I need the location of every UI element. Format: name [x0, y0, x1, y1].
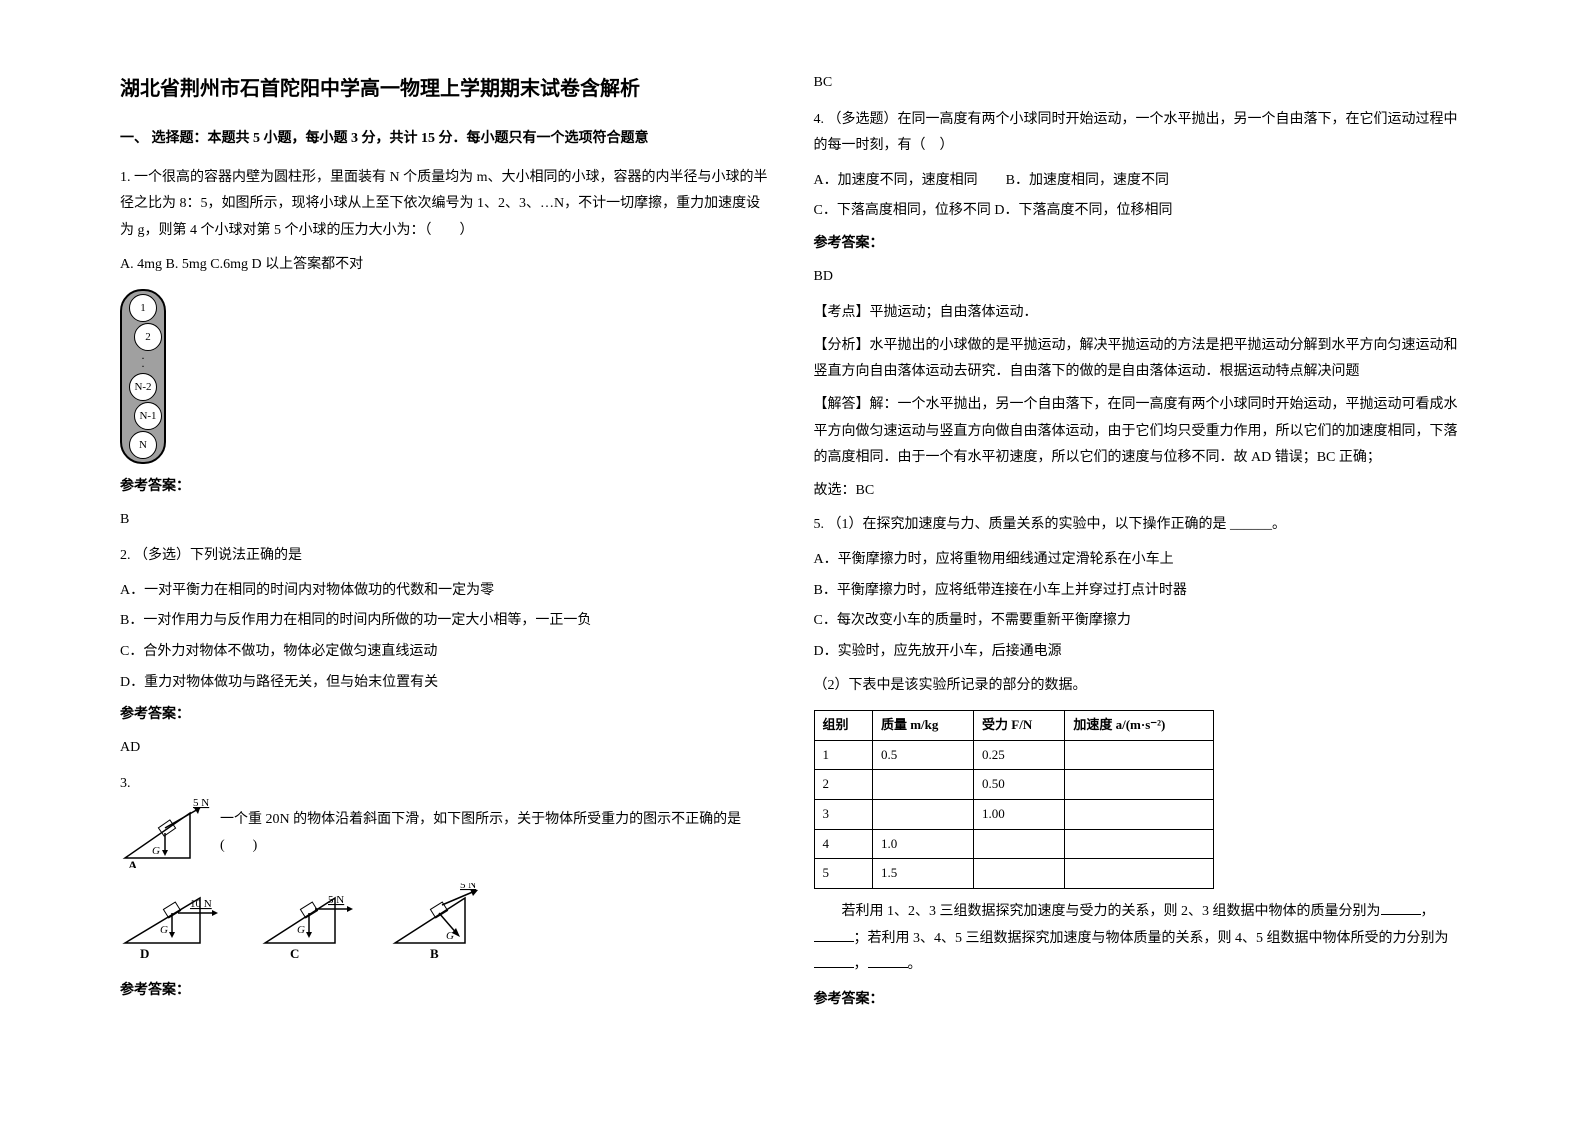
- table-row: 1 0.5 0.25: [814, 740, 1213, 770]
- q5-optD: D．实验时，应先放开小车，后接通电源: [814, 639, 1468, 666]
- q5-text3-prefix: 若利用 1、2、3 三组数据探究加速度与受力的关系，则 2、3 组数据中物体的质…: [842, 904, 1381, 919]
- question-1-text: 1. 一个很高的容器内壁为圆柱形，里面装有 N 个质量均为 m、大小相同的小球，…: [120, 165, 774, 245]
- q2-optB: B．一对作用力与反作用力在相同的时间内所做的功一定大小相等，一正一负: [120, 608, 774, 635]
- q4-analysis: 【分析】水平抛出的小球做的是平抛运动，解决平抛运动的方法是把平抛运动分解到水平方…: [814, 333, 1468, 386]
- q5-optA: A．平衡摩擦力时，应将重物用细线通过定滑轮系在小车上: [814, 547, 1468, 574]
- table-row: 3 1.00: [814, 799, 1213, 829]
- svg-text:5 N: 5 N: [328, 894, 344, 906]
- svg-text:G: G: [160, 924, 168, 936]
- q2-optD: D．重力对物体做功与路径无关，但与始末位置有关: [120, 670, 774, 697]
- svg-text:C: C: [290, 946, 299, 961]
- comma-1: ，: [1421, 904, 1435, 919]
- question-1-options: A. 4mg B. 5mg C.6mg D 以上答案都不对: [120, 252, 774, 279]
- q4-optAB: A．加速度不同，速度相同 B．加速度相同，速度不同: [814, 168, 1468, 195]
- q5-answer-label: 参考答案：: [814, 987, 1468, 1014]
- ball-n1: N-1: [134, 402, 162, 430]
- question-3-text: 一个重 20N 的物体沿着斜面下滑，如下图所示，关于物体所受重力的图示不正确的是…: [220, 807, 774, 860]
- incline-diagrams-row: G 10 N D G 5 N C G 5 N B: [120, 883, 774, 963]
- ball-dots: ··: [124, 352, 162, 372]
- th-accel: 加速度 a/(m·s⁻²): [1065, 710, 1213, 740]
- incline-D: G 10 N D: [120, 883, 230, 963]
- q1-answer: B: [120, 507, 774, 534]
- q2-answer: AD: [120, 735, 774, 762]
- q4-solve: 【解答】解：一个水平抛出，另一个自由落下，在同一高度有两个小球同时开始运动，平抛…: [814, 392, 1468, 472]
- incline-A: 5 N G A: [120, 798, 210, 868]
- q5-optC: C．每次改变小车的质量时，不需要重新平衡摩擦力: [814, 608, 1468, 635]
- svg-text:G: G: [152, 845, 160, 857]
- question-5-text2: （2）下表中是该实验所记录的部分的数据。: [814, 673, 1468, 700]
- q2-optC: C．合外力对物体不做功，物体必定做匀速直线运动: [120, 639, 774, 666]
- table-row: 4 1.0: [814, 829, 1213, 859]
- ball-n2: N-2: [129, 373, 157, 401]
- ball-1: 1: [129, 294, 157, 322]
- q3-answer: BC: [814, 70, 1468, 97]
- data-table: 组别 质量 m/kg 受力 F/N 加速度 a/(m·s⁻²) 1 0.5 0.…: [814, 710, 1214, 889]
- q4-optCD: C．下落高度相同，位移不同 D．下落高度不同，位移相同: [814, 198, 1468, 225]
- th-mass: 质量 m/kg: [872, 710, 973, 740]
- q5-text3-mid: ；若利用 3、4、5 三组数据探究加速度与物体质量的关系，则 4、5 组数据中物…: [854, 931, 1449, 946]
- document-title: 湖北省荆州市石首陀阳中学高一物理上学期期末试卷含解析: [120, 70, 774, 108]
- table-row: 5 1.5: [814, 859, 1213, 889]
- svg-text:B: B: [430, 946, 439, 961]
- q4-answer: BD: [814, 264, 1468, 291]
- blank-1: [1381, 914, 1421, 915]
- q4-kpoint: 【考点】平抛运动；自由落体运动．: [814, 300, 1468, 327]
- q2-answer-label: 参考答案：: [120, 702, 774, 729]
- q1-answer-label: 参考答案：: [120, 474, 774, 501]
- ball-2: 2: [134, 323, 162, 351]
- svg-text:5 N: 5 N: [460, 883, 476, 891]
- svg-text:10 N: 10 N: [190, 898, 212, 910]
- th-force: 受力 F/N: [974, 710, 1065, 740]
- question-5-text1: 5. （1）在探究加速度与力、质量关系的实验中，以下操作正确的是 ______。: [814, 512, 1468, 539]
- incline-C: G 5 N C: [260, 883, 360, 963]
- table-header-row: 组别 质量 m/kg 受力 F/N 加速度 a/(m·s⁻²): [814, 710, 1213, 740]
- question-5-text3: 若利用 1、2、3 三组数据探究加速度与受力的关系，则 2、3 组数据中物体的质…: [814, 899, 1468, 979]
- q3-prefix: 3.: [120, 776, 131, 791]
- th-group: 组别: [814, 710, 872, 740]
- table-row: 2 0.50: [814, 770, 1213, 800]
- q4-answer-label: 参考答案：: [814, 231, 1468, 258]
- blank-2: [814, 941, 854, 942]
- q3-answer-label: 参考答案：: [120, 978, 774, 1005]
- svg-text:D: D: [140, 946, 149, 961]
- question-2-text: 2. （多选）下列说法正确的是: [120, 543, 774, 570]
- ball-diagram: 1 2 ·· N-2 N-1 N: [120, 289, 774, 464]
- svg-text:A: A: [128, 858, 138, 868]
- section-header: 一、 选择题：本题共 5 小题，每小题 3 分，共计 15 分．每小题只有一个选…: [120, 126, 774, 153]
- comma-2: ，: [854, 957, 868, 972]
- question-4-text: 4. （多选题）在同一高度有两个小球同时开始运动，一个水平抛出，另一个自由落下，…: [814, 107, 1468, 160]
- q5-optB: B．平衡摩擦力时，应将纸带连接在小车上并穿过打点计时器: [814, 578, 1468, 605]
- incline-B: G 5 N B: [390, 883, 490, 963]
- q4-conclusion: 故选：BC: [814, 478, 1468, 505]
- svg-text:5 N: 5 N: [193, 798, 209, 809]
- q2-optA: A．一对平衡力在相同的时间内对物体做功的代数和一定为零: [120, 578, 774, 605]
- svg-text:G: G: [446, 930, 454, 942]
- ball-n: N: [129, 431, 157, 459]
- blank-3: [814, 967, 854, 968]
- svg-text:G: G: [297, 924, 305, 936]
- blank-4: [868, 967, 908, 968]
- period: 。: [908, 957, 922, 972]
